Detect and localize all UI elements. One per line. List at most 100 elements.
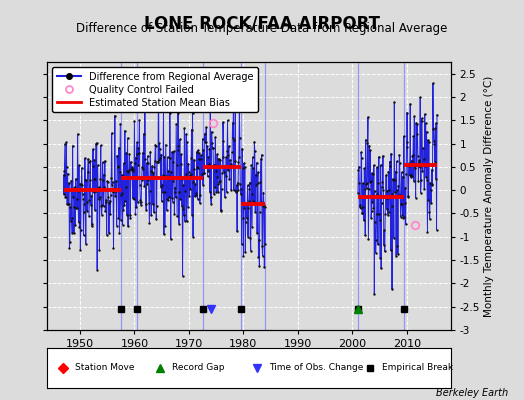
Point — [418, 118, 426, 124]
Point — [218, 170, 226, 176]
Point — [109, 189, 117, 196]
Point — [431, 125, 440, 132]
Point — [238, 165, 247, 172]
Point — [431, 176, 440, 182]
Point — [137, 199, 145, 206]
Point — [259, 203, 267, 209]
Point — [70, 204, 79, 210]
Point — [199, 147, 208, 154]
Point — [364, 236, 373, 242]
Point — [232, 188, 240, 194]
Point — [394, 187, 402, 194]
Point — [399, 173, 407, 180]
Point — [65, 180, 73, 186]
Point — [247, 162, 255, 169]
Point — [192, 149, 201, 155]
Point — [67, 218, 75, 224]
Point — [234, 187, 242, 193]
Y-axis label: Monthly Temperature Anomaly Difference (°C): Monthly Temperature Anomaly Difference (… — [484, 75, 494, 317]
Point — [154, 70, 162, 77]
Point — [132, 204, 140, 210]
Point — [217, 186, 226, 192]
Point — [204, 154, 212, 160]
Point — [407, 174, 416, 180]
Point — [188, 110, 196, 116]
Point — [72, 205, 80, 212]
Point — [403, 109, 411, 116]
Point — [243, 200, 251, 206]
Point — [241, 249, 249, 256]
Point — [230, 187, 238, 193]
Point — [243, 182, 252, 188]
Point — [190, 156, 198, 163]
Point — [158, 198, 166, 204]
Point — [87, 192, 95, 199]
Point — [376, 254, 385, 261]
Point — [247, 191, 256, 197]
Point — [94, 196, 103, 202]
Point — [171, 189, 180, 195]
Point — [61, 194, 70, 200]
Point — [432, 120, 440, 126]
Point — [119, 172, 127, 179]
Point — [89, 189, 97, 196]
Point — [185, 168, 193, 175]
Point — [369, 205, 378, 211]
Point — [122, 184, 130, 190]
Point — [400, 200, 409, 206]
Point — [421, 162, 429, 169]
Point — [221, 194, 229, 200]
Point — [239, 253, 248, 259]
Point — [74, 187, 82, 194]
Point — [113, 152, 122, 159]
Point — [205, 146, 214, 152]
Point — [419, 161, 428, 167]
Point — [208, 140, 216, 146]
Point — [183, 174, 192, 180]
Point — [59, 172, 68, 178]
Point — [401, 221, 410, 228]
Point — [403, 139, 412, 146]
Point — [194, 165, 203, 172]
Point — [421, 111, 429, 117]
Point — [62, 164, 71, 170]
Point — [111, 193, 119, 199]
Point — [146, 188, 154, 194]
Point — [407, 171, 415, 178]
Point — [180, 125, 189, 131]
Point — [134, 145, 142, 152]
Point — [96, 142, 105, 149]
Point — [125, 166, 133, 173]
Point — [151, 142, 159, 148]
Point — [254, 254, 263, 261]
Point — [153, 159, 161, 165]
Point — [220, 164, 228, 171]
Point — [75, 224, 84, 230]
Point — [389, 176, 398, 183]
Point — [155, 140, 163, 146]
Point — [130, 160, 139, 166]
Point — [84, 156, 92, 162]
Point — [173, 212, 181, 219]
Point — [192, 189, 200, 196]
Point — [212, 168, 220, 174]
Point — [110, 245, 118, 252]
Point — [226, 157, 234, 163]
Point — [388, 190, 397, 197]
Point — [157, 151, 166, 158]
Point — [144, 160, 152, 166]
Point — [60, 167, 69, 174]
Point — [77, 181, 85, 188]
Point — [235, 107, 244, 113]
Point — [166, 155, 174, 162]
Point — [166, 110, 174, 116]
Point — [378, 184, 386, 190]
Point — [226, 161, 235, 167]
Point — [157, 184, 165, 190]
Point — [115, 144, 123, 151]
Point — [121, 198, 129, 204]
Point — [377, 200, 386, 206]
Point — [181, 170, 190, 177]
Point — [197, 156, 205, 162]
Point — [65, 245, 73, 251]
